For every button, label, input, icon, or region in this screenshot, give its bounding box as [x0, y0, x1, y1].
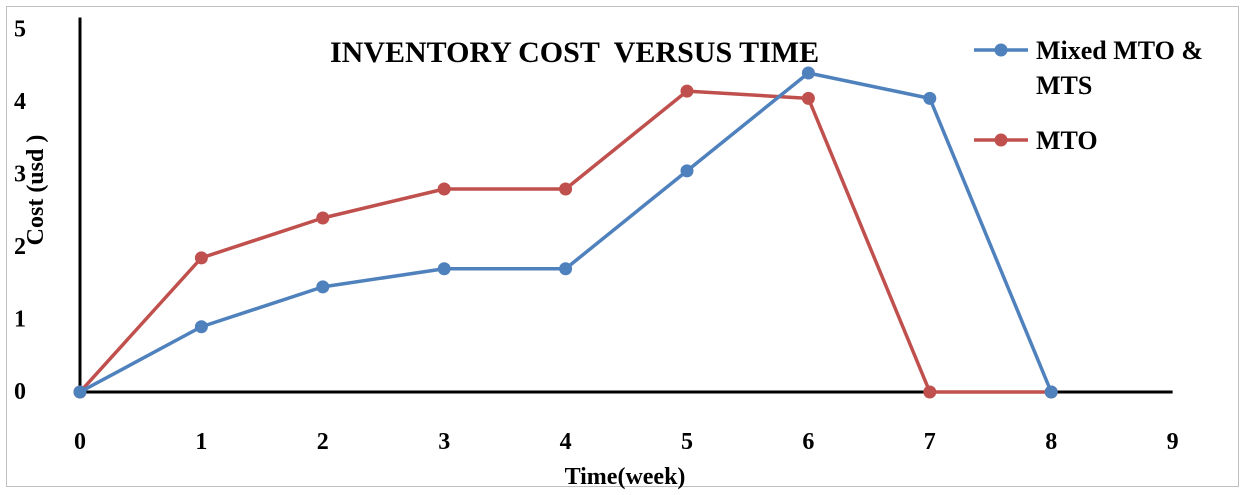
x-tick-label: 2	[317, 429, 329, 455]
data-point	[801, 91, 815, 105]
legend-label: MTO	[1036, 126, 1098, 155]
data-point	[194, 320, 208, 334]
x-tick-label: 9	[1167, 429, 1179, 455]
data-point	[316, 211, 330, 225]
y-tick-label: 0	[14, 379, 26, 405]
y-tick-label: 2	[14, 234, 26, 260]
chart-title: INVENTORY COST VERSUS TIME	[330, 36, 819, 69]
data-point	[923, 91, 937, 105]
data-point	[801, 66, 815, 80]
legend-entry[interactable]: MTO	[974, 126, 1098, 155]
data-point	[680, 164, 694, 178]
data-point	[437, 262, 451, 276]
legend-entry[interactable]: Mixed MTO & MTS	[974, 36, 1203, 100]
data-point	[1044, 385, 1058, 399]
series-line	[78, 89, 1052, 394]
data-point	[923, 385, 937, 399]
data-point	[316, 280, 330, 294]
chart-frame	[6, 6, 1239, 487]
x-tick-label: 8	[1045, 429, 1057, 455]
data-point	[194, 251, 208, 265]
series-line	[79, 71, 1053, 394]
data-point	[559, 262, 573, 276]
legend-swatch-marker	[994, 133, 1008, 147]
x-axis-label: Time(week)	[565, 464, 686, 490]
x-tick-label: 0	[74, 429, 86, 455]
y-tick-label: 4	[14, 89, 26, 115]
x-tick-label: 4	[560, 429, 572, 455]
x-tick-label: 1	[195, 429, 207, 455]
x-tick-label: 7	[924, 429, 936, 455]
data-point	[559, 182, 573, 196]
data-point	[680, 84, 694, 98]
y-tick-label: 3	[14, 162, 26, 188]
y-axis-label: Cost (usd )	[23, 135, 49, 246]
legend-label: Mixed MTO &	[1036, 36, 1203, 65]
y-tick-label: 5	[14, 17, 26, 43]
x-tick-label: 6	[802, 429, 814, 455]
x-tick-label: 5	[681, 429, 693, 455]
data-point	[437, 182, 451, 196]
y-tick-label: 1	[14, 307, 26, 333]
x-tick-label: 3	[438, 429, 450, 455]
data-point	[73, 385, 87, 399]
legend-label: MTS	[1036, 71, 1092, 100]
legend-swatch-marker	[994, 43, 1008, 57]
series-mto	[73, 84, 1058, 399]
series-mixed-mto-mts	[73, 66, 1058, 399]
